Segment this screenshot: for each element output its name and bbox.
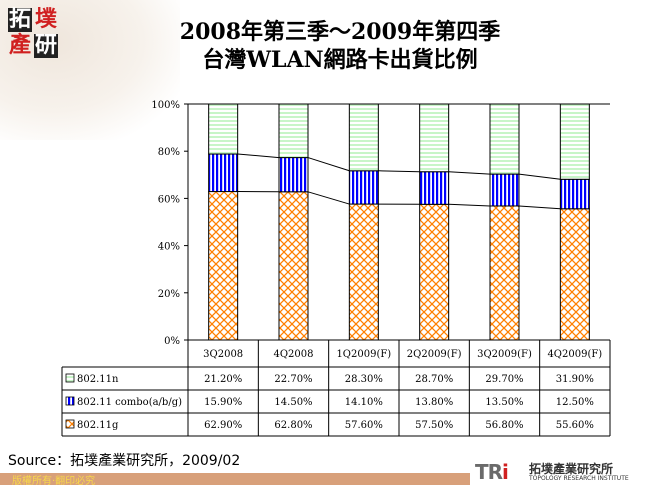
data-label: 12.50% [556, 397, 594, 408]
y-tick-label: 60% [158, 194, 180, 205]
x-category-label: 3Q2008 [203, 349, 243, 360]
bar-802-11-combo-a-b-g- [420, 172, 449, 205]
series-line [519, 174, 560, 179]
data-label: 22.70% [274, 374, 312, 385]
x-category-label: 4Q2009(F) [547, 349, 602, 360]
legend-swatch [66, 420, 74, 428]
legend-label: 802.11n [77, 374, 119, 385]
data-label: 57.60% [345, 420, 383, 431]
data-label: 28.70% [415, 374, 453, 385]
brand-en: TOPOLOGY RESEARCH INSTITUTE [529, 475, 629, 482]
bar-802-11-combo-a-b-g- [209, 154, 238, 192]
bar-802-11n [420, 104, 449, 172]
y-tick-label: 100% [151, 100, 180, 111]
data-label: 62.90% [204, 420, 242, 431]
x-category-label: 1Q2009(F) [336, 349, 391, 360]
bar-802-11g [560, 209, 589, 340]
bar-802-11g [279, 192, 308, 340]
legend-swatch [66, 397, 74, 405]
bar-802-11g [420, 204, 449, 340]
legend-label: 802.11 combo(a/b/g) [77, 397, 182, 408]
legend-label: 802.11g [77, 420, 119, 431]
legend-swatch [66, 374, 74, 382]
data-label: 55.60% [556, 420, 594, 431]
series-line [449, 172, 490, 174]
data-label: 57.50% [415, 420, 453, 431]
data-label: 14.10% [345, 397, 383, 408]
data-label: 13.50% [485, 397, 523, 408]
bar-802-11n [279, 104, 308, 158]
data-label: 56.80% [485, 420, 523, 431]
y-tick-label: 80% [158, 147, 180, 158]
data-label: 28.30% [345, 374, 383, 385]
x-category-label: 2Q2009(F) [407, 349, 462, 360]
bar-802-11-combo-a-b-g- [349, 171, 378, 204]
bar-802-11n [560, 104, 589, 179]
series-line [308, 192, 349, 204]
series-line [238, 154, 279, 158]
y-tick-label: 40% [158, 242, 180, 253]
y-tick-label: 0% [164, 336, 180, 347]
x-category-label: 4Q2008 [273, 349, 313, 360]
source-note: Source：拓墣產業研究所，2009/02 [8, 450, 240, 470]
footer-bar: 版權所有‧翻印必究 [0, 473, 470, 485]
bar-802-11-combo-a-b-g- [279, 158, 308, 192]
data-label: 14.50% [274, 397, 312, 408]
bar-802-11-combo-a-b-g- [560, 179, 589, 209]
bar-802-11g [490, 206, 519, 340]
bar-802-11g [349, 204, 378, 340]
y-tick-label: 20% [158, 289, 180, 300]
series-line [378, 171, 419, 172]
series-line [308, 158, 349, 171]
bar-802-11n [209, 104, 238, 154]
bar-802-11n [349, 104, 378, 171]
data-label: 31.90% [556, 374, 594, 385]
data-label: 29.70% [485, 374, 523, 385]
data-label: 62.80% [274, 420, 312, 431]
x-category-label: 3Q2009(F) [477, 349, 532, 360]
bar-802-11n [490, 104, 519, 174]
bar-802-11g [209, 192, 238, 340]
bar-802-11-combo-a-b-g- [490, 174, 519, 206]
data-label: 21.20% [204, 374, 242, 385]
data-label: 15.90% [204, 397, 242, 408]
data-label: 13.80% [415, 397, 453, 408]
series-line [449, 204, 490, 206]
tri-mark: TRi [475, 460, 508, 484]
series-line [519, 206, 560, 209]
